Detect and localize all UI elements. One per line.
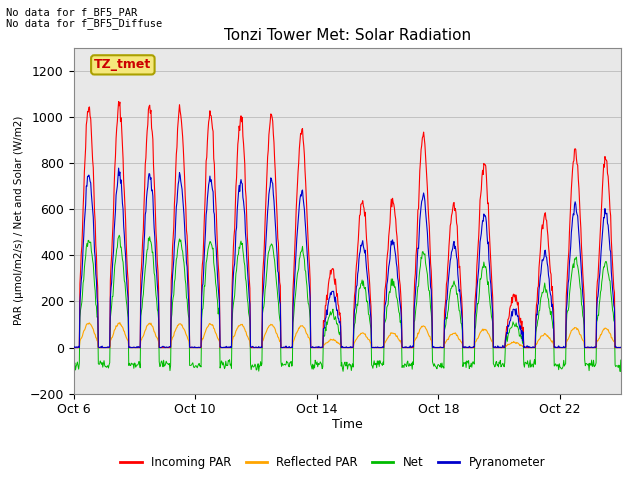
X-axis label: Time: Time (332, 418, 363, 431)
Text: TZ_tmet: TZ_tmet (94, 59, 152, 72)
Title: Tonzi Tower Met: Solar Radiation: Tonzi Tower Met: Solar Radiation (223, 28, 471, 43)
Text: No data for f_BF5_PAR: No data for f_BF5_PAR (6, 7, 138, 18)
Y-axis label: PAR (μmol/m2/s) / Net and Solar (W/m2): PAR (μmol/m2/s) / Net and Solar (W/m2) (14, 116, 24, 325)
Text: No data for f_BF5_Diffuse: No data for f_BF5_Diffuse (6, 18, 163, 29)
Legend: Incoming PAR, Reflected PAR, Net, Pyranometer: Incoming PAR, Reflected PAR, Net, Pyrano… (116, 452, 550, 474)
